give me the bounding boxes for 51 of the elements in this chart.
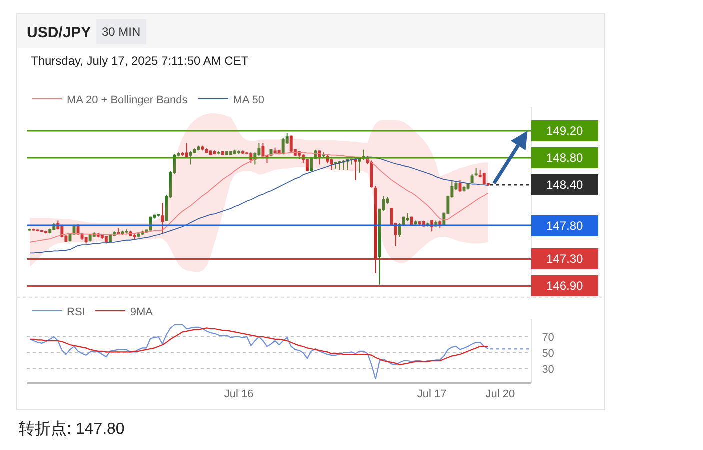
candlestick <box>418 222 422 227</box>
candlestick <box>28 228 32 232</box>
candlestick <box>205 148 208 154</box>
candlestick <box>374 186 378 274</box>
x-tick-label: Jul 16 <box>224 388 254 401</box>
legend-label: 9MA <box>130 306 154 318</box>
candlestick <box>482 172 486 185</box>
chart-subtitle: 30 MIN <box>102 25 141 39</box>
candlestick <box>104 236 108 244</box>
candlestick <box>201 145 204 152</box>
x-tick-label: Jul 17 <box>417 388 447 401</box>
y-tick-label: 50 <box>542 348 554 360</box>
ref-line-label: 147.30 <box>546 252 584 266</box>
ref-line-label: 148.80 <box>546 151 584 165</box>
chart-title: USD/JPY <box>27 24 92 42</box>
candlestick <box>370 160 374 188</box>
x-tick-label: Jul 20 <box>486 388 516 401</box>
candlestick <box>213 150 216 156</box>
candlestick <box>274 147 277 154</box>
legend-label: MA 50 <box>233 94 264 106</box>
y-tick-label: 70 <box>542 332 554 344</box>
candlestick <box>32 228 36 232</box>
candlestick <box>262 142 265 158</box>
y-tick-label: 30 <box>542 364 554 376</box>
candlestick <box>354 158 358 181</box>
candlestick <box>410 216 414 226</box>
candlestick <box>438 220 442 229</box>
candlestick <box>84 236 88 244</box>
candlestick <box>185 142 188 158</box>
candlestick <box>44 230 48 234</box>
candlestick <box>133 234 136 240</box>
candlestick <box>116 228 120 235</box>
candlestick <box>310 158 313 172</box>
ref-line-label: 147.80 <box>546 219 584 233</box>
ref-line-label: 148.40 <box>546 178 584 192</box>
candlestick <box>222 150 224 156</box>
candlestick <box>157 214 160 218</box>
text: 转折点: 147.80 <box>19 420 125 438</box>
legend-label: MA 20 + Bollinger Bands <box>67 94 188 106</box>
line-series <box>29 328 489 366</box>
candlestick <box>161 202 164 234</box>
line-series <box>29 324 489 380</box>
ref-line-label: 149.20 <box>546 124 584 138</box>
ref-line-label: 146.90 <box>546 279 584 293</box>
legend-label: RSI <box>67 306 86 318</box>
text: Thursday, July 17, 2025 7:11:50 AM CET <box>31 54 250 68</box>
candlestick <box>330 158 334 171</box>
candlestick <box>36 229 40 232</box>
candlestick <box>242 150 245 154</box>
candlestick <box>290 135 293 152</box>
candlestick <box>209 150 212 156</box>
